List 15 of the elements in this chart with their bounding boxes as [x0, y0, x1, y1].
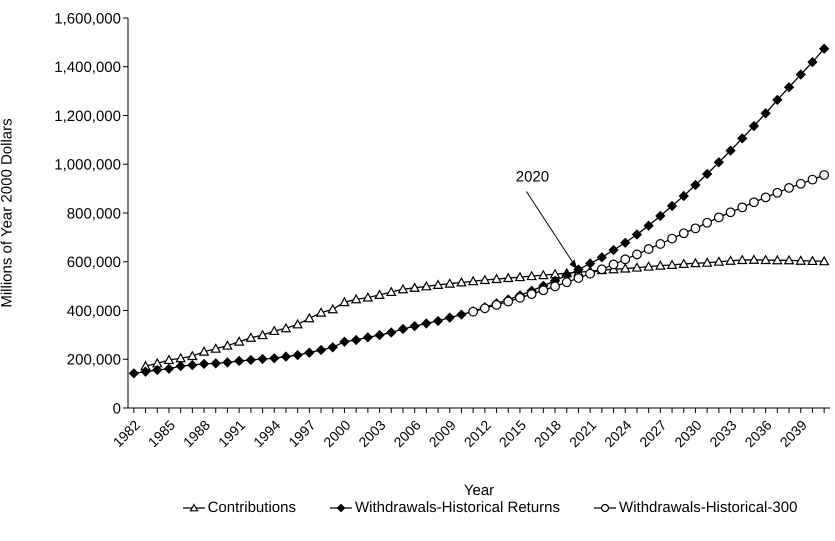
annotation: 2020 — [516, 168, 550, 186]
y-tick-label: 800,000 — [66, 205, 121, 222]
y-tick-label: 1,400,000 — [54, 59, 121, 76]
y-axis-title: Millions of Year 2000 Dollars — [0, 118, 16, 308]
x-axis-title: Year — [464, 482, 494, 499]
y-tick-label: 1,200,000 — [54, 108, 121, 125]
legend-label: Withdrawals-Historical Returns — [354, 499, 560, 516]
y-tick-label: 200,000 — [66, 352, 121, 369]
y-tick-label: 400,000 — [66, 302, 121, 320]
legend-label: Contributions — [206, 499, 296, 516]
y-tick-label: 1,600,000 — [54, 10, 121, 28]
legend-label: Withdrawals-Historical-300 — [618, 499, 798, 516]
y-tick-label: 600,000 — [66, 254, 121, 272]
y-tick-label: 1,000,000 — [54, 156, 121, 174]
y-tick-label: 0 — [112, 400, 121, 418]
